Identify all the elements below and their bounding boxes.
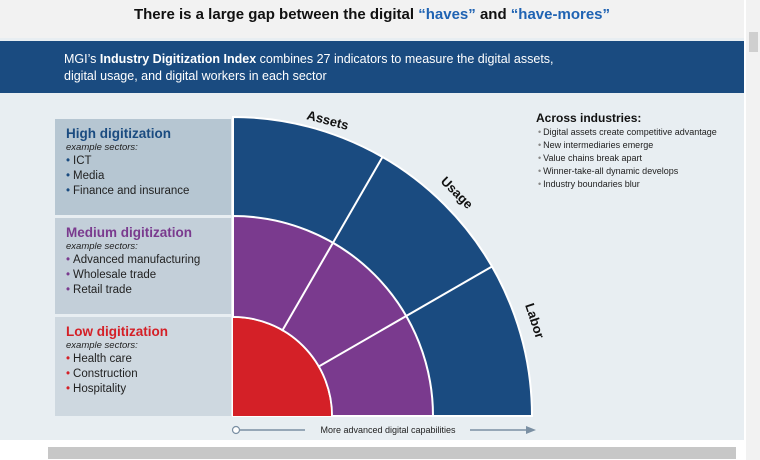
list-item: • ICT bbox=[66, 155, 92, 167]
medium-sub: example sectors: bbox=[66, 241, 138, 252]
horizontal-scrollbar[interactable] bbox=[48, 447, 736, 459]
arc-label-labor: Labor bbox=[522, 301, 547, 340]
list-item: • Retail trade bbox=[66, 284, 132, 296]
list-item: • Industry boundaries blur bbox=[538, 179, 640, 189]
high-digitization-panel: High digitization example sectors: • ICT … bbox=[55, 119, 231, 215]
banner-pre: MGI’s bbox=[64, 52, 100, 66]
axis-label: More advanced digital capabilities bbox=[320, 425, 456, 435]
slide-title: There is a large gap between the digital… bbox=[0, 0, 744, 38]
high-sub: example sectors: bbox=[66, 142, 138, 153]
list-item: • New intermediaries emerge bbox=[538, 140, 654, 150]
list-item: • Advanced manufacturing bbox=[66, 254, 201, 266]
index-banner: MGI’s Industry Digitization Index combin… bbox=[0, 41, 744, 93]
axis-start-circle bbox=[231, 425, 241, 435]
low-sub: example sectors: bbox=[66, 340, 138, 351]
list-item: • Media bbox=[66, 170, 105, 182]
list-item: • Winner-take-all dynamic develops bbox=[538, 166, 679, 176]
title-pre: There is a large gap between the digital bbox=[133, 6, 419, 23]
list-item: • Wholesale trade bbox=[66, 269, 157, 281]
title-and: and bbox=[475, 6, 511, 23]
side-heading: Across industries: bbox=[536, 111, 642, 125]
banner-line1-rest: combines 27 indicators to measure the di… bbox=[256, 52, 554, 66]
banner-bold: Industry Digitization Index bbox=[99, 52, 257, 66]
low-digitization-panel: Low digitization example sectors: • Healt… bbox=[55, 317, 231, 416]
digitization-arc-diagram: Assets Usage Labor More advanced digital… bbox=[231, 107, 548, 435]
across-industries-notes: Across industries: • Digital assets creat… bbox=[536, 111, 726, 192]
low-heading: Low digitization bbox=[66, 324, 168, 339]
medium-digitization-panel: Medium digitization example sectors: • Ad… bbox=[55, 218, 231, 314]
medium-heading: Medium digitization bbox=[66, 225, 192, 240]
vertical-scrollbar[interactable] bbox=[746, 0, 760, 460]
list-item: • Digital assets create competitive advan… bbox=[538, 127, 717, 137]
list-item: • Construction bbox=[66, 368, 138, 380]
high-heading: High digitization bbox=[66, 126, 171, 141]
vertical-scrollbar-thumb[interactable] bbox=[749, 32, 758, 52]
list-item: • Health care bbox=[66, 353, 132, 365]
list-item: • Value chains break apart bbox=[538, 153, 643, 163]
title-haves: “haves” bbox=[418, 6, 476, 23]
banner-line2: digital usage, and digital workers in ea… bbox=[64, 69, 327, 83]
list-item: • Finance and insurance bbox=[66, 185, 190, 197]
title-have-mores: “have-mores” bbox=[510, 6, 611, 23]
list-item: • Hospitality bbox=[66, 383, 127, 395]
axis-arrowhead bbox=[526, 426, 536, 434]
slide: There is a large gap between the digital… bbox=[0, 0, 744, 440]
